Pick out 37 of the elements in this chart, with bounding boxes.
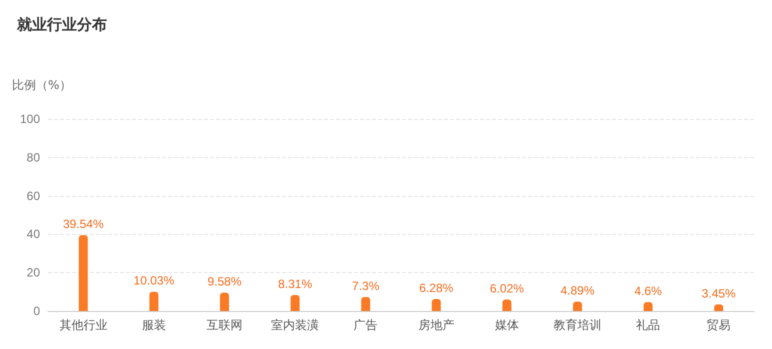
bar (290, 295, 300, 311)
x-tick-label: 服装 (142, 318, 166, 332)
x-tick-label: 礼品 (636, 318, 660, 332)
bar (502, 299, 512, 311)
x-tick-label: 教育培训 (554, 318, 602, 332)
y-tick-label: 60 (26, 188, 40, 203)
bar (432, 298, 441, 311)
y-tick-label: 100 (20, 112, 40, 126)
bar (78, 235, 88, 311)
x-tick-label: 互联网 (206, 318, 242, 332)
x-tick-label: 其他行业 (59, 318, 108, 332)
x-tick-label: 房地产 (418, 318, 454, 332)
data-label: 4.89% (560, 284, 595, 298)
y-tick-label: 0 (33, 304, 40, 318)
bar (149, 292, 158, 311)
bar (361, 296, 370, 311)
y-tick-label: 20 (26, 266, 40, 280)
chart-title: 就业行业分布 (16, 16, 107, 34)
y-axis-title: 比例（%） (12, 78, 72, 92)
bar (220, 292, 229, 311)
data-label: 8.31% (278, 277, 312, 292)
data-label: 3.45% (702, 286, 736, 300)
x-tick-label: 媒体 (494, 318, 519, 332)
data-label: 9.58% (207, 274, 242, 289)
data-label: 7.3% (352, 278, 380, 293)
data-label: 6.02% (490, 281, 524, 296)
y-tick-label: 40 (26, 227, 40, 242)
x-tick-label: 广告 (354, 318, 378, 332)
bar (573, 302, 582, 311)
data-label: 39.54% (62, 217, 104, 232)
data-label: 4.6% (634, 284, 662, 298)
data-label: 10.03% (134, 274, 175, 288)
y-tick-label: 80 (26, 150, 40, 164)
bar (644, 302, 653, 311)
data-label: 6.28% (419, 280, 454, 295)
x-tick-label: 贸易 (706, 318, 731, 332)
x-tick-label: 室内装潢 (271, 318, 320, 332)
